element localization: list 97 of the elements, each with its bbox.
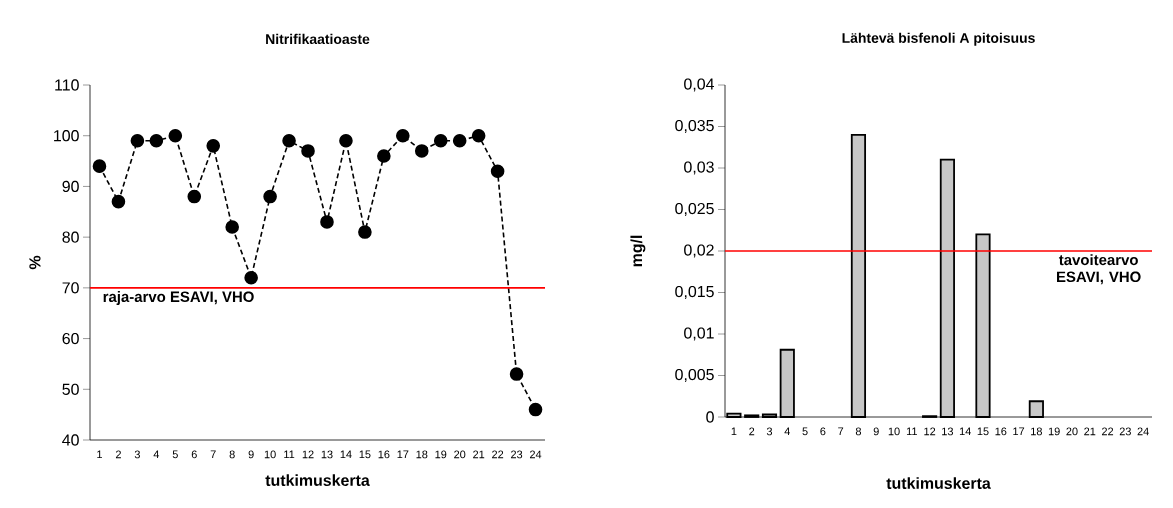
x-tick-label: 17 xyxy=(397,450,409,459)
x-tick-label: 24 xyxy=(529,450,542,459)
point xyxy=(471,128,486,143)
y-tick-label: 0,015 xyxy=(675,285,714,300)
x-tick-label: 10 xyxy=(264,450,276,459)
y-tick-label: 90 xyxy=(62,180,79,193)
point xyxy=(396,128,410,143)
x-tick-label: 6 xyxy=(191,450,197,459)
y-tick-label: 0,005 xyxy=(675,368,714,383)
point xyxy=(414,144,429,158)
y-tick-label: 0,04 xyxy=(684,78,715,92)
x-tick-label: 8 xyxy=(229,450,235,459)
x-tick-label: 17 xyxy=(1013,427,1025,436)
ref-line-label: tavoitearvo ESAVI, VHO xyxy=(1057,254,1141,285)
y-tick-label: 0,02 xyxy=(684,244,714,258)
y-tick-label: 100 xyxy=(54,130,79,142)
x-tick-label: 2 xyxy=(749,427,755,436)
x-tick-label: 4 xyxy=(784,427,790,436)
x-tick-label: 5 xyxy=(172,450,178,459)
point xyxy=(130,133,145,148)
x-tick-label: 5 xyxy=(802,427,808,436)
x-tick-label: 15 xyxy=(359,450,371,459)
x-tick-label: 24 xyxy=(1137,427,1149,436)
x-tick-label: 4 xyxy=(153,450,160,459)
x-tick-label: 13 xyxy=(321,450,333,459)
x-tick-label: 11 xyxy=(284,450,295,459)
y-tick-label: 60 xyxy=(62,332,79,345)
x-tick-label: 3 xyxy=(134,450,140,459)
point xyxy=(433,133,448,148)
point xyxy=(225,220,239,234)
point xyxy=(168,128,183,143)
point xyxy=(301,144,315,158)
x-tick-label: 12 xyxy=(924,427,936,436)
y-tick-label: 0,03 xyxy=(684,161,714,175)
chart-title: Nitrifikaatioaste xyxy=(266,33,370,45)
point xyxy=(358,225,372,239)
y-tick-label: 0,01 xyxy=(684,327,714,341)
y-tick-label: 0 xyxy=(706,411,714,423)
y-tick-label: 0,025 xyxy=(675,202,714,217)
y-tick-label: 80 xyxy=(62,231,79,243)
point xyxy=(509,367,524,381)
x-tick-label: 14 xyxy=(959,427,971,436)
point xyxy=(339,133,353,148)
x-tick-label: 18 xyxy=(416,450,428,459)
point xyxy=(187,189,202,204)
x-tick-label: 19 xyxy=(435,450,447,459)
x-tick-label: 19 xyxy=(1048,427,1060,436)
x-tick-label: 12 xyxy=(302,450,314,459)
point xyxy=(377,149,391,163)
y-tick-label: 50 xyxy=(62,383,79,395)
point xyxy=(282,133,296,148)
point xyxy=(206,139,221,153)
chart-title: Lähtevä bisfenoli A pitoisuus xyxy=(842,32,1035,46)
x-axis-title: tutkimuskerta xyxy=(886,477,991,489)
x-tick-label: 22 xyxy=(492,450,504,459)
point xyxy=(244,270,258,285)
x-tick-label: 13 xyxy=(942,427,954,436)
x-tick-label: 8 xyxy=(855,427,862,436)
x-tick-label: 1 xyxy=(97,450,102,459)
point xyxy=(490,164,505,179)
point xyxy=(452,133,467,148)
x-tick-label: 6 xyxy=(820,427,826,436)
x-tick-label: 1 xyxy=(731,427,737,436)
point xyxy=(92,159,107,173)
y-tick-label: 110 xyxy=(55,79,79,91)
x-tick-label: 20 xyxy=(454,450,466,459)
y-axis-title: % xyxy=(29,255,41,270)
x-tick-label: 16 xyxy=(378,450,390,459)
x-tick-label: 16 xyxy=(995,427,1007,436)
x-tick-label: 7 xyxy=(210,450,216,459)
x-tick-label: 23 xyxy=(1119,427,1131,436)
x-tick-label: 21 xyxy=(473,450,485,459)
y-tick-label: 40 xyxy=(62,434,79,446)
x-tick-label: 10 xyxy=(888,427,900,436)
x-tick-label: 9 xyxy=(873,427,879,436)
point xyxy=(149,133,164,148)
x-tick-label: 20 xyxy=(1066,427,1078,436)
y-axis-title: mg/l xyxy=(630,235,646,267)
x-tick-label: 18 xyxy=(1031,427,1042,436)
x-tick-label: 14 xyxy=(340,450,352,459)
x-tick-label: 3 xyxy=(766,427,773,436)
y-tick-label: 0,035 xyxy=(675,119,714,134)
ref-line-label: raja-arvo ESAVI, VHO xyxy=(103,291,254,305)
x-tick-label: 9 xyxy=(248,450,254,459)
x-tick-label: 2 xyxy=(115,450,121,459)
x-axis-title: tutkimuskerta xyxy=(265,474,370,486)
point xyxy=(263,189,277,204)
point xyxy=(111,194,126,209)
x-tick-label: 7 xyxy=(838,427,844,436)
x-tick-label: 22 xyxy=(1101,427,1114,436)
x-tick-label: 11 xyxy=(906,427,917,436)
point xyxy=(320,215,334,229)
point xyxy=(528,402,543,417)
x-tick-label: 21 xyxy=(1084,427,1096,436)
x-tick-label: 15 xyxy=(977,427,989,436)
y-tick-label: 70 xyxy=(62,282,79,294)
x-tick-label: 23 xyxy=(511,450,523,459)
